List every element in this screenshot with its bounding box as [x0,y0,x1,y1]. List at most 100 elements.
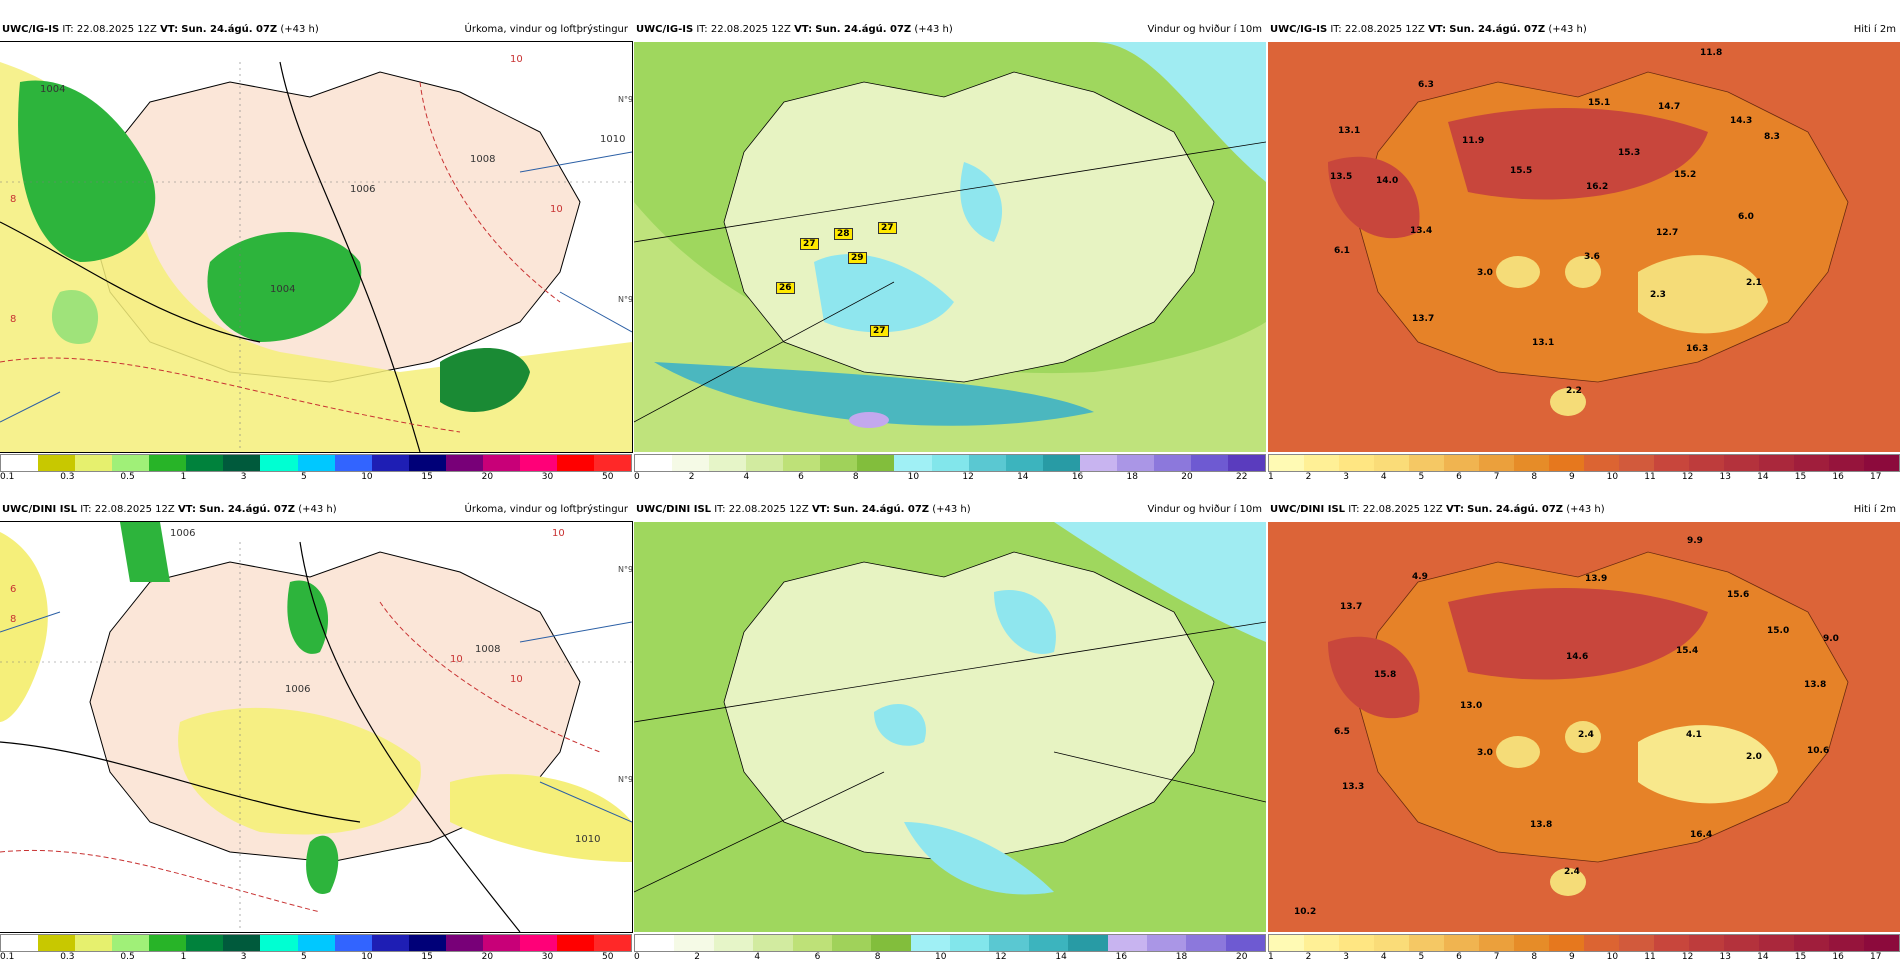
colorbar-cell [746,455,784,471]
lat-tick: N°9 [618,295,632,304]
init-time: 22.08.2025 12Z [710,24,791,35]
colorbar-tick-label: 50 [602,472,614,482]
colorbar-tick-label: 15 [421,472,433,482]
map-svg [1268,522,1900,932]
temperature-label: 13.1 [1532,338,1555,348]
temperature-label: 2.0 [1746,752,1762,762]
panel-precip-dini: UWC/DINI ISL IT: 22.08.2025 12Z VT: Sun.… [0,500,633,962]
vt-label: VT: [811,504,830,515]
svg-text:8: 8 [10,314,16,325]
colorbar-tick-label: 16 [1115,952,1128,962]
colorbar-tick-label: 16 [1832,952,1844,962]
colorbar-tick-label: 2 [694,952,700,962]
temperature-label: 14.3 [1730,116,1753,126]
colorbar-tick-label: 3 [1343,952,1349,962]
temperature-label: 2.3 [1650,290,1666,300]
colorbar-cell [1829,455,1864,471]
colorbar-tick-label: 3 [240,472,247,482]
lat-tick: N°9 [618,565,632,574]
colorbar-cell [334,935,372,951]
colorbar-tick-label: 10 [1606,952,1619,962]
field-title: Hiti í 2m [1853,24,1896,35]
colorbar-tick-label: 4 [743,472,750,482]
colorbar-cell [371,935,409,951]
colorbar-ticks: 0 2 4 6 8 10 12 14 16 18 20 [634,952,1266,966]
temperature-label: 14.7 [1658,102,1681,112]
temperature-label: 2.4 [1564,867,1580,877]
colorbar-cell [1864,455,1899,471]
field-title: Úrkoma, vindur og loftþrýstingur [464,504,628,515]
svg-text:10: 10 [510,674,523,685]
svg-text:8: 8 [10,194,16,205]
temperature-label: 13.8 [1530,820,1553,830]
colorbar-tick-label: 17 [1870,472,1882,482]
colorbar-cell [1479,935,1514,951]
temperature-label: 15.0 [1767,626,1790,636]
colorbar-tick-label: 3 [1343,472,1349,482]
colorbar-cell [672,455,710,471]
colorbar-cell [1374,455,1409,471]
colorbar-tick-label: 30 [541,472,554,482]
colorbar-cell [297,935,335,951]
lead-time: (+43 h) [298,504,337,515]
svg-text:1008: 1008 [475,644,500,655]
vt-label: VT: [177,504,196,515]
panel-temp-igis: UWC/IG-IS IT: 22.08.2025 12Z VT: Sun. 24… [1268,20,1900,482]
colorbar-tick-label: 10 [361,952,373,962]
colorbar-cell [594,455,632,471]
temperature-label: 13.8 [1804,680,1827,690]
colorbar-ticks: 0.1 0.3 0.5 1 3 5 10 15 20 30 50 [0,472,632,486]
colorbar-tick-label: 16 [1071,472,1084,482]
init-time: 22.08.2025 12Z [1362,504,1443,515]
temperature-label: 15.4 [1676,646,1699,656]
colorbar-tick-label: 11 [1644,952,1656,962]
colorbar-tick-label: 30 [541,952,554,962]
map-precip: 1004 1008 1010 10 8 8 10 1004 1006 N°9 N… [0,41,633,453]
temperature-label: 13.9 [1585,574,1608,584]
colorbar-cell [950,935,990,951]
colorbar-cell [1079,455,1117,471]
temperature-label: 13.4 [1410,226,1433,236]
temperature-label: 13.0 [1460,701,1483,711]
colorbar-tick-label: 14 [1757,952,1769,962]
colorbar-tick-label: 22 [1236,472,1248,482]
colorbar-cell [186,935,224,951]
colorbar-precip [0,934,632,952]
colorbar-tick-label: 0.3 [60,952,75,962]
colorbar-cell [556,455,594,471]
colorbar-cell [753,935,793,951]
temperature-label: 10.2 [1294,907,1317,917]
colorbar-tick-label: 20 [481,472,494,482]
colorbar-cell [1107,935,1147,951]
svg-text:1006: 1006 [170,528,195,539]
temperature-label: 12.7 [1656,228,1679,238]
colorbar-tick-label: 12 [995,952,1007,962]
panel-title-bar: UWC/DINI ISL IT: 22.08.2025 12Z VT: Sun.… [634,500,1266,520]
colorbar-cell [1339,455,1374,471]
it-label: IT: [62,24,74,35]
temperature-label: 13.5 [1330,172,1353,182]
temperature-label: 11.9 [1462,136,1485,146]
colorbar-cell [1829,935,1864,951]
colorbar-tick-label: 1 [180,952,187,962]
panel-temp-dini: UWC/DINI ISL IT: 22.08.2025 12Z VT: Sun.… [1268,500,1900,962]
colorbar-cell [334,455,372,471]
temperature-label: 13.7 [1412,314,1435,324]
colorbar-tick-label: 10 [935,952,947,962]
panel-title-bar: UWC/DINI ISL IT: 22.08.2025 12Z VT: Sun.… [1268,500,1900,520]
colorbar-tick-label: 15 [1794,952,1807,962]
colorbar-cell [594,935,632,951]
colorbar-tick-label: 5 [1418,472,1425,482]
colorbar-cell [482,935,520,951]
lat-tick: N°9 [618,95,632,104]
temperature-label: 15.5 [1510,166,1533,176]
colorbar-tick-label: 0 [634,952,640,962]
colorbar-tick-label: 0.3 [60,472,75,482]
gust-max-label: 26 [776,282,795,294]
init-time: 22.08.2025 12Z [94,504,175,515]
it-label: IT: [1348,504,1360,515]
model-name: UWC/IG-IS [1270,24,1328,35]
temperature-label: 9.0 [1823,634,1839,644]
svg-text:10: 10 [450,654,463,665]
colorbar-tick-label: 20 [481,952,494,962]
